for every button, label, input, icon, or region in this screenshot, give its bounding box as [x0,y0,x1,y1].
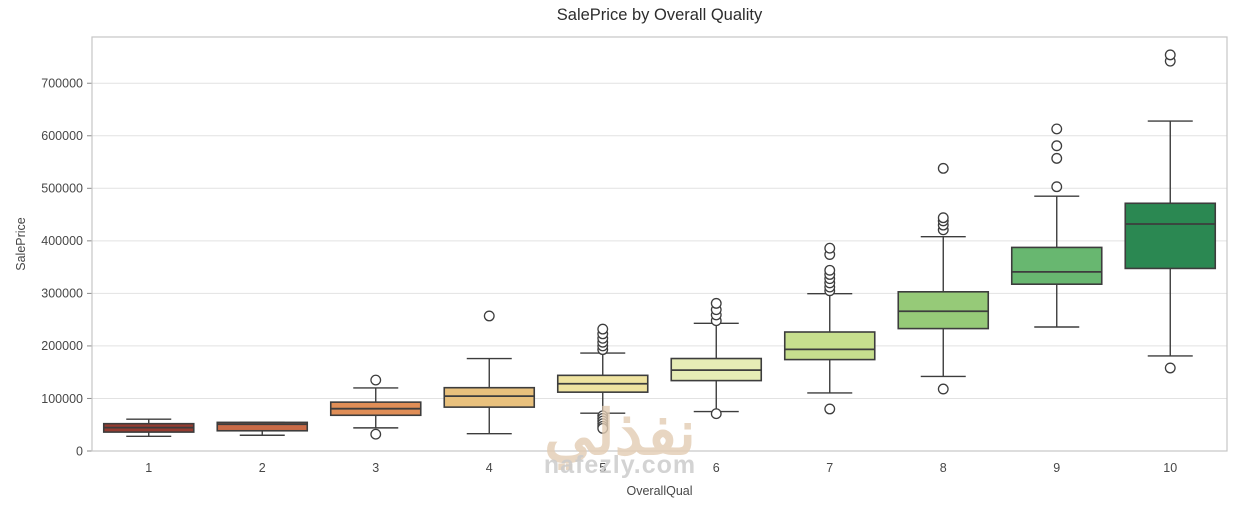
x-tick-label: 4 [486,461,493,475]
box-qual-7 [783,242,876,415]
outlier-point [597,323,609,335]
x-tick-label: 5 [599,461,606,475]
iqr-box [443,386,536,408]
outlier-point [1051,123,1063,135]
x-axis-title: OverallQual [626,484,693,498]
iqr-box [216,421,309,432]
y-tick-label: 200000 [41,339,83,353]
y-tick-label: 500000 [41,182,83,196]
box-qual-8 [897,162,990,395]
iqr-box [1124,202,1217,270]
x-tick-label: 7 [826,461,833,475]
outlier-point [937,212,949,224]
y-tick-label: 400000 [41,234,83,248]
box-qual-4 [443,310,536,435]
outlier-point [710,297,722,309]
y-tick-label: 300000 [41,287,83,301]
axes-border [91,36,1228,452]
outlier-point [937,383,949,395]
outlier-point [1164,362,1176,374]
x-tick-label: 1 [145,461,152,475]
x-tick-label: 2 [259,461,266,475]
box-qual-2 [216,421,309,436]
plot-area [92,37,1227,451]
iqr-box [783,331,876,361]
y-tick-label: 600000 [41,129,83,143]
iqr-box [897,291,990,330]
outlier-point [597,422,609,434]
outlier-point [824,264,836,276]
box-qual-3 [329,374,422,440]
outlier-point [483,310,495,322]
outlier-point [1051,140,1063,152]
box-qual-10 [1124,49,1217,374]
y-tick-label: 0 [76,444,83,458]
outlier-point [1051,181,1063,193]
box-qual-1 [102,418,195,437]
outlier-point [710,408,722,420]
outlier-point [1164,49,1176,61]
x-tick-label: 3 [372,461,379,475]
y-tick-label: 100000 [41,392,83,406]
box-qual-9 [1010,123,1103,328]
x-tick-label: 6 [713,461,720,475]
box-qual-6 [670,297,763,420]
outlier-point [370,374,382,386]
outlier-point [1051,152,1063,164]
outlier-point [370,428,382,440]
iqr-box [1010,246,1103,285]
x-tick-label: 10 [1163,461,1177,475]
outlier-point [937,162,949,174]
x-tick-label: 9 [1053,461,1060,475]
x-tick-label: 8 [940,461,947,475]
y-tick-label: 700000 [41,77,83,91]
outlier-point [824,403,836,415]
outlier-point [824,242,836,254]
chart-title: SalePrice by Overall Quality [556,6,763,24]
box-qual-5 [556,323,649,434]
